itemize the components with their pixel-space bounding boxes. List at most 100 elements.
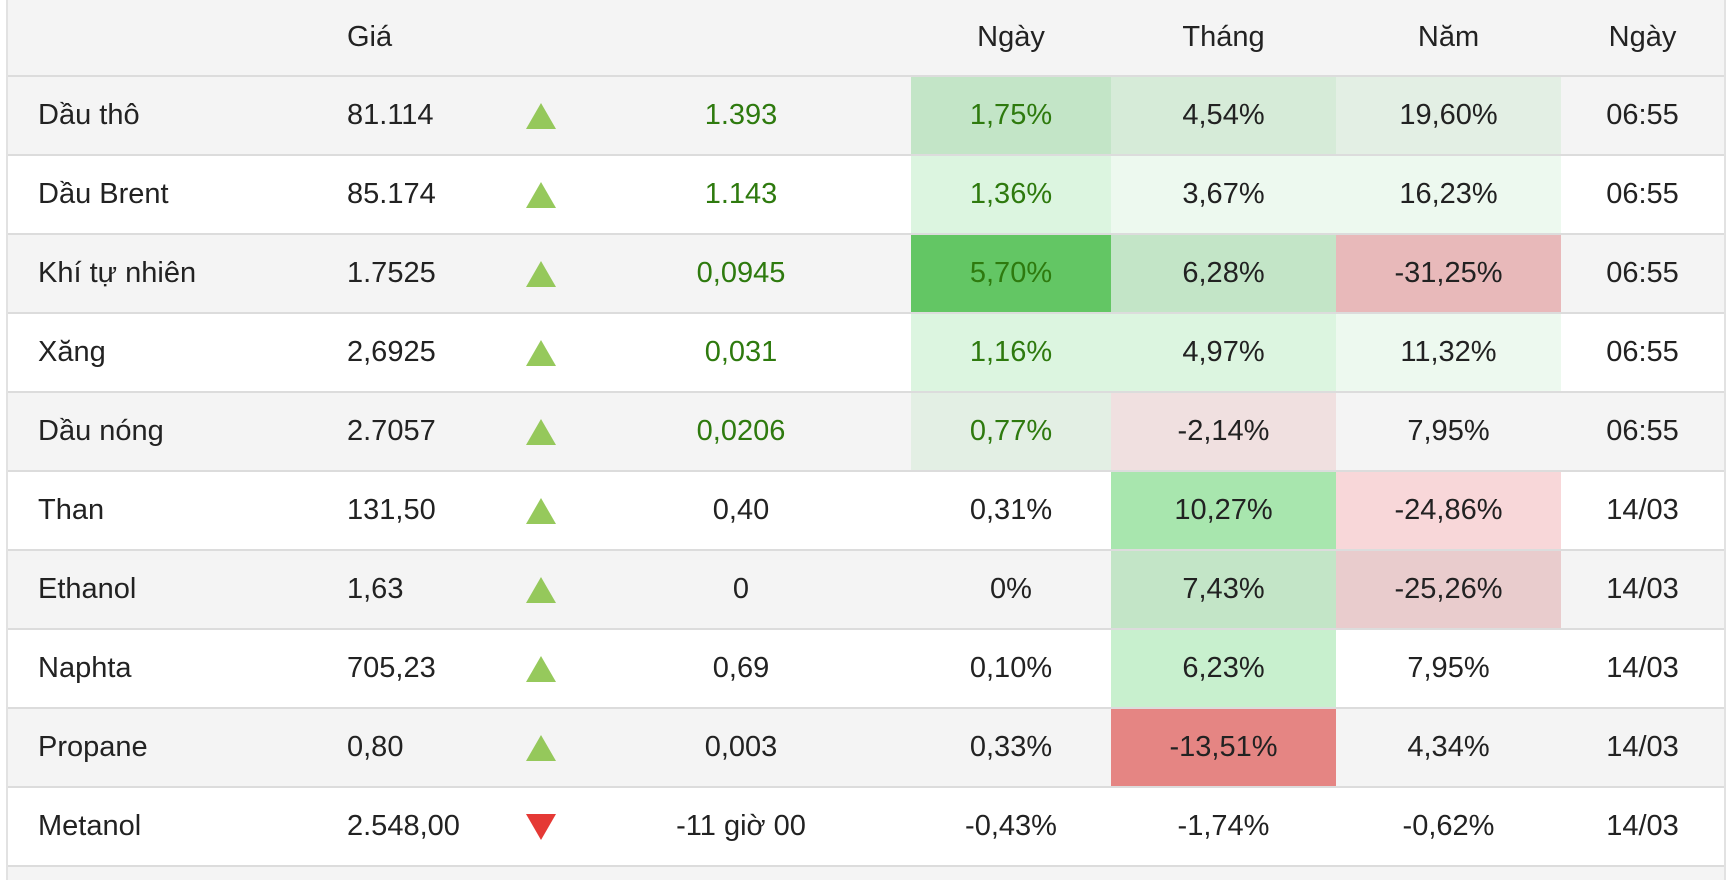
header-year[interactable]: Năm (1336, 0, 1561, 77)
month-change-cell: -2,14% (1111, 392, 1336, 471)
header-date[interactable]: Ngày (1561, 0, 1724, 77)
header-arrow (511, 0, 571, 77)
up-arrow-icon (526, 261, 556, 288)
price-cell: 2.7057 (347, 415, 436, 447)
day-change-cell: 0% (990, 573, 1032, 605)
time-cell: 14/03 (1606, 810, 1679, 842)
change-cell: 0,031 (704, 336, 778, 368)
month-change-cell: 6,28% (1111, 234, 1336, 313)
time-cell: 14/03 (1606, 573, 1679, 605)
table-row[interactable]: Naphta 705,23 0,69 0,10% 6,23% 7,95% 14/03 (8, 629, 1724, 708)
year-change-cell: 11,32% (1336, 313, 1561, 392)
table-body: Dầu thô 81.114 1.393 1,75% 4,54% 19,60% 06:55 D… (8, 76, 1724, 880)
day-change-cell: 0,33% (969, 731, 1053, 763)
year-change-cell: -25,26% (1336, 550, 1561, 629)
table-header-row: Giá Ngày Tháng Năm Ngày (8, 0, 1724, 77)
up-arrow-icon (526, 735, 556, 762)
time-cell: 14/03 (1606, 731, 1679, 763)
up-arrow-icon (526, 419, 556, 446)
price-cell: 85.174 (347, 178, 436, 210)
energy-quotes-table-container: Giá Ngày Tháng Năm Ngày Dầu thô 81.114 1.3… (6, 0, 1726, 880)
month-change-cell: 7,43% (1111, 550, 1336, 629)
commodity-name-link[interactable]: Ethanol (38, 573, 137, 605)
up-arrow-icon (526, 103, 556, 130)
table-row[interactable]: Than 131,50 0,40 0,31% 10,27% -24,86% 14/03 (8, 471, 1724, 550)
change-cell: -11 giờ 00 (676, 810, 806, 842)
month-change-cell: 10,27% (1111, 471, 1336, 550)
change-cell: 0,40 (712, 494, 770, 526)
change-cell: 0,0945 (696, 257, 786, 289)
change-cell: 0,003 (704, 731, 778, 763)
day-change-cell: 1,16% (911, 313, 1111, 392)
year-change-cell: -24,86% (1336, 471, 1561, 550)
price-cell: 81.114 (347, 99, 434, 131)
direction-cell (511, 76, 571, 155)
table-row[interactable]: Xăng 2,6925 0,031 1,16% 4,97% 11,32% 06:55 (8, 313, 1724, 392)
year-change-cell: 4,34% (1407, 731, 1490, 763)
table-row[interactable]: Dầu Brent 85.174 1.143 1,36% 3,67% 16,23% 06:5… (8, 155, 1724, 234)
header-month[interactable]: Tháng (1111, 0, 1336, 77)
direction-cell (511, 550, 571, 629)
up-arrow-icon (526, 182, 556, 209)
change-cell: 0 (732, 573, 750, 605)
table-row[interactable]: Metanol 2.548,00 -11 giờ 00 -0,43% -1,74% -0,… (8, 787, 1724, 866)
direction-cell (511, 392, 571, 471)
commodity-name-link[interactable]: Dầu thô (38, 99, 140, 131)
time-cell: 14/03 (1606, 652, 1679, 684)
day-change-cell: -0,43% (965, 810, 1057, 842)
year-change-cell: 19,60% (1336, 76, 1561, 155)
day-change-cell: 1,36% (911, 155, 1111, 234)
price-cell: 1.7525 (347, 257, 436, 289)
commodity-name-link[interactable]: Metanol (38, 810, 142, 842)
month-change-cell: -1,74% (1177, 810, 1270, 842)
time-cell: 14/03 (1606, 494, 1679, 526)
table-row[interactable]: Dầu thô 81.114 1.393 1,75% 4,54% 19,60% 06:55 (8, 76, 1724, 155)
price-cell: 0,80 (347, 731, 404, 763)
change-cell: 0,0206 (696, 415, 786, 447)
table-row[interactable]: Ethanol 1,63 0 0% 7,43% -25,26% 14/03 (8, 550, 1724, 629)
commodity-name-link[interactable]: Naphta (38, 652, 132, 684)
direction-cell (511, 787, 571, 866)
price-cell: 131,50 (347, 494, 436, 526)
up-arrow-icon (526, 498, 556, 525)
header-price[interactable]: Giá (311, 0, 511, 77)
time-cell: 06:55 (1606, 415, 1679, 447)
partial-row-cell (8, 866, 1724, 880)
time-cell: 06:55 (1606, 336, 1679, 368)
table-row[interactable]: Dầu nóng 2.7057 0,0206 0,77% -2,14% 7,95% 06:5… (8, 392, 1724, 471)
commodity-name-link[interactable]: Than (38, 494, 105, 526)
up-arrow-icon (526, 577, 556, 604)
header-name (8, 0, 311, 77)
month-change-cell: 4,54% (1111, 76, 1336, 155)
table-row[interactable]: Propane 0,80 0,003 0,33% -13,51% 4,34% 14/03 (8, 708, 1724, 787)
commodity-name-link[interactable]: Dầu Brent (38, 178, 169, 210)
price-cell: 2,6925 (347, 336, 436, 368)
direction-cell (511, 313, 571, 392)
day-change-cell: 1,75% (911, 76, 1111, 155)
time-cell: 06:55 (1606, 178, 1679, 210)
direction-cell (511, 234, 571, 313)
table-row-partial (8, 866, 1724, 880)
commodity-name-link[interactable]: Khí tự nhiên (38, 257, 197, 289)
direction-cell (511, 155, 571, 234)
change-cell: 1.143 (704, 178, 778, 210)
month-change-cell: -13,51% (1111, 708, 1336, 787)
price-cell: 2.548,00 (347, 810, 460, 842)
up-arrow-icon (526, 340, 556, 367)
header-day[interactable]: Ngày (911, 0, 1111, 77)
day-change-cell: 0,10% (969, 652, 1053, 684)
commodity-name-link[interactable]: Xăng (38, 336, 106, 368)
month-change-cell: 4,97% (1111, 313, 1336, 392)
down-arrow-icon (526, 814, 556, 841)
time-cell: 06:55 (1606, 257, 1679, 289)
day-change-cell: 0,77% (911, 392, 1111, 471)
commodity-name-link[interactable]: Propane (38, 731, 148, 763)
price-cell: 1,63 (347, 573, 404, 605)
change-cell: 1.393 (704, 99, 778, 131)
month-change-cell: 3,67% (1111, 155, 1336, 234)
direction-cell (511, 471, 571, 550)
table-row[interactable]: Khí tự nhiên 1.7525 0,0945 5,70% 6,28% -31,25… (8, 234, 1724, 313)
year-change-cell: 16,23% (1336, 155, 1561, 234)
time-cell: 06:55 (1606, 99, 1679, 131)
commodity-name-link[interactable]: Dầu nóng (38, 415, 164, 447)
